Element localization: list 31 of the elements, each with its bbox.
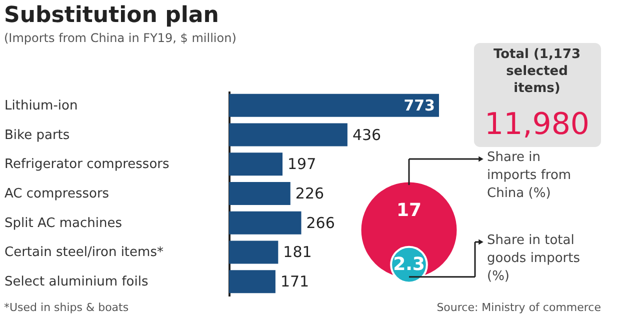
data-label: 266 <box>306 214 335 232</box>
source-note: Source: Ministry of commerce <box>436 301 602 314</box>
text: Total (1,173 selected items) <box>493 47 581 96</box>
text: 11,980 <box>484 107 590 142</box>
y-tick-label: Lithium-ion <box>4 98 78 114</box>
data-label: 181 <box>283 243 312 262</box>
data-label: 197 <box>288 155 316 174</box>
y-tick-label: Select aluminium foils <box>4 274 148 290</box>
y-tick-label: AC compressors <box>4 186 110 202</box>
y-tick-label: Refrigerator compressors <box>4 157 170 172</box>
data-label: 773 <box>404 96 435 114</box>
bar <box>229 94 439 117</box>
chart-title: Substitution plan <box>4 3 219 28</box>
bar <box>229 240 278 264</box>
data-label: 17 <box>396 200 422 221</box>
bar <box>229 270 276 294</box>
text: (Imports from China in FY19, $ million) <box>4 31 236 45</box>
y-tick-label: Bike parts <box>4 128 70 143</box>
category-label: Share in total goods imports (%) <box>487 233 580 284</box>
data-label: 226 <box>295 184 324 202</box>
text: *Used in ships & boats <box>4 301 129 314</box>
bar <box>229 123 348 146</box>
category-label: Share in imports from China (%) <box>487 150 572 201</box>
bar <box>229 152 283 176</box>
data-label: 2.3 <box>393 254 425 275</box>
bar <box>229 182 290 205</box>
data-label: 171 <box>280 272 310 291</box>
y-tick-label: Certain steel/iron items* <box>4 245 164 260</box>
y-tick-label: Split AC machines <box>4 216 122 231</box>
bar <box>229 211 302 234</box>
data-label: 436 <box>352 126 382 144</box>
